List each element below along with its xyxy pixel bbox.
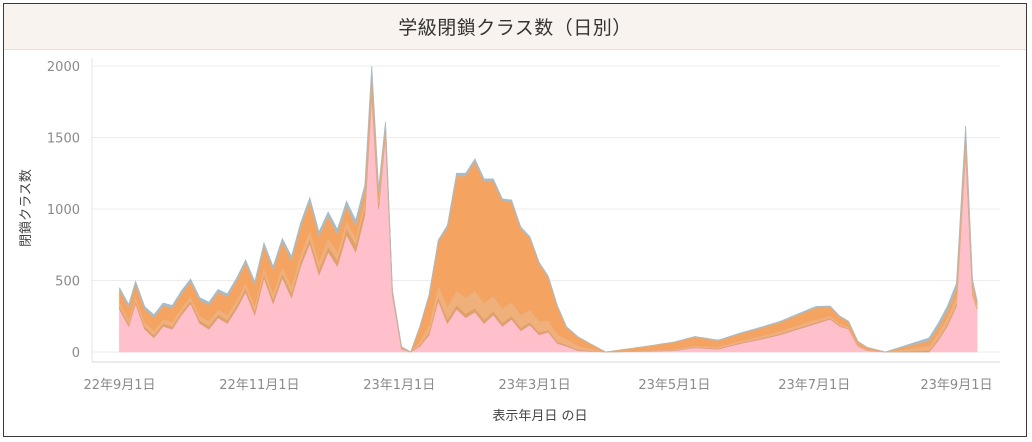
y-tick-label: 500 — [55, 275, 80, 290]
x-tick-label: 23年3月1日 — [498, 378, 570, 393]
chart-frame: 学級閉鎖クラス数（日別） — [3, 3, 1027, 437]
area-series-5 — [119, 65, 978, 353]
y-tick-label: 1500 — [47, 132, 80, 147]
x-tick-label: 23年7月1日 — [778, 378, 850, 393]
y-tick-label: 1000 — [47, 203, 80, 218]
x-axis-title: 表示年月日 の日 — [492, 409, 587, 424]
y-tick-label: 0 — [72, 346, 80, 361]
x-axis-ticks: 22年9月1日 22年11月1日 23年1月1日 23年3月1日 23年5月1日 23年7… — [83, 378, 992, 393]
chart-title-bar: 学級閉鎖クラス数（日別） — [4, 4, 1026, 50]
x-tick-label: 23年9月1日 — [920, 378, 992, 393]
y-axis-ticks: 0 500 1000 1500 2000 — [47, 60, 80, 361]
y-axis-title: 閉鎖クラス数 — [18, 169, 34, 247]
x-tick-label: 22年11月1日 — [219, 378, 299, 393]
stacked-areas — [119, 65, 978, 353]
y-tick-label: 2000 — [47, 60, 80, 75]
x-tick-label: 22年9月1日 — [83, 378, 155, 393]
chart-title: 学級閉鎖クラス数（日別） — [398, 17, 632, 39]
x-tick-label: 23年5月1日 — [638, 378, 710, 393]
x-tick-label: 23年1月1日 — [363, 378, 435, 393]
